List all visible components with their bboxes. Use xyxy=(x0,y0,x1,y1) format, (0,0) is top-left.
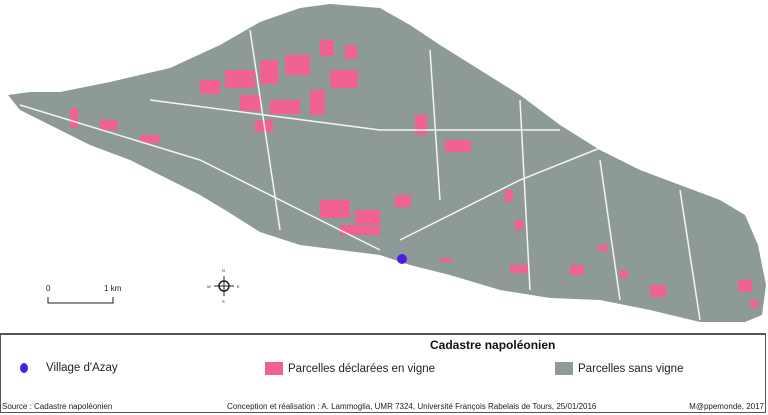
roads xyxy=(19,29,701,321)
legend-label: Parcelles déclarées en vigne xyxy=(288,362,436,375)
legend-label: Parcelles sans vigne xyxy=(578,362,684,375)
legend-title: Cadastre napoléonien xyxy=(430,338,556,352)
village-azay-marker xyxy=(397,254,407,264)
legend-item-vine: Parcelles déclarées en vigne xyxy=(265,362,435,375)
footer-credits: Conception et réalisation : A. Lammoglia… xyxy=(227,402,597,411)
village-dot-icon xyxy=(20,363,28,373)
legend-item-village: Village d'Azay xyxy=(20,362,118,374)
north-arrow-n: N xyxy=(222,268,225,273)
north-arrow-icon xyxy=(214,276,234,296)
parcels-without-vines xyxy=(8,4,766,322)
north-arrow-e: E xyxy=(237,284,240,289)
no-vine-swatch-icon xyxy=(555,362,573,375)
scale-start: 0 xyxy=(46,284,51,293)
footer-source: Source : Cadastre napoléonien xyxy=(2,402,113,411)
footer-publisher: M@ppemonde, 2017 xyxy=(689,402,764,411)
cadastre-map: N S E W 0 1 km xyxy=(8,4,766,322)
legend-frame xyxy=(0,333,766,413)
vine-swatch-icon xyxy=(265,362,283,375)
scale-bar xyxy=(47,297,114,304)
legend-item-no-vine: Parcelles sans vigne xyxy=(555,362,683,375)
north-arrow-w: W xyxy=(207,284,211,289)
legend-label: Village d'Azay xyxy=(46,362,118,374)
scale-end: 1 km xyxy=(104,284,122,293)
vine-parcels xyxy=(70,40,758,308)
north-arrow-s: S xyxy=(222,299,225,304)
